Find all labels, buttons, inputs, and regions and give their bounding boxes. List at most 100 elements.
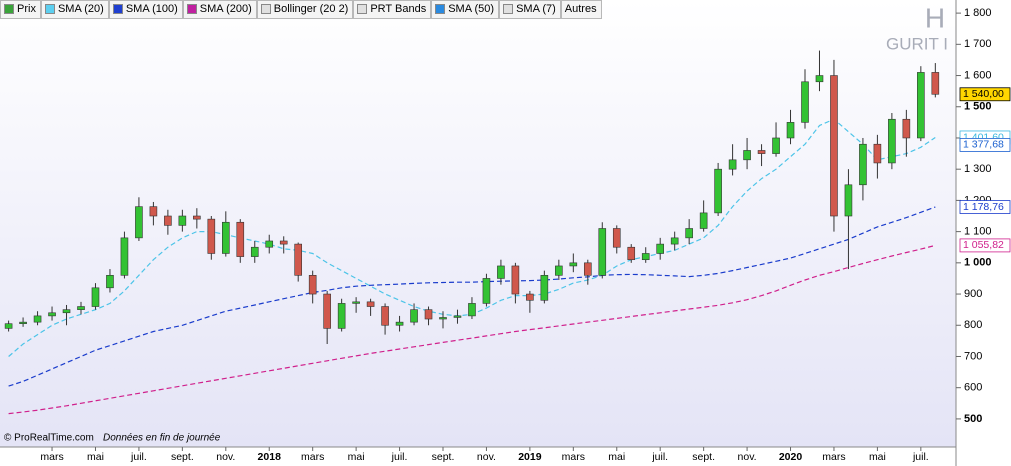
- candle-body: [337, 303, 346, 329]
- candle-body: [77, 306, 85, 310]
- candle-body: [164, 215, 172, 226]
- toolbar-swatch: [112, 4, 123, 14]
- candle-body: [62, 309, 71, 314]
- candle-body: [685, 228, 693, 239]
- x-tick-label: mai: [608, 451, 625, 463]
- x-tick-label: juil.: [912, 451, 929, 463]
- y-tick-label: 1 000: [964, 257, 992, 269]
- last-value-box: [959, 138, 1011, 152]
- candle-body: [482, 278, 491, 304]
- candle-body: [656, 243, 665, 254]
- toolbar-button[interactable]: SMA (200): [182, 0, 257, 19]
- candle-body: [772, 137, 780, 154]
- candle-body: [381, 306, 389, 326]
- footer-source: © ProRealTime.com: [4, 433, 94, 444]
- candle-body: [207, 218, 216, 254]
- toolbar-button[interactable]: SMA (7): [499, 0, 561, 19]
- candle-body: [714, 168, 722, 214]
- y-tick-label: 1 500: [964, 101, 992, 113]
- candle-body: [917, 72, 925, 139]
- toolbar-swatch: [435, 4, 446, 14]
- toolbar-button[interactable]: PRT Bands: [353, 0, 432, 19]
- candle-body: [106, 275, 114, 289]
- candle-body: [670, 237, 679, 245]
- candle-body: [4, 323, 13, 329]
- toolbar-label: Bollinger (20 2): [273, 3, 349, 15]
- x-tick-label: mai: [87, 451, 104, 463]
- candle-body: [497, 265, 505, 279]
- x-tick-label: 2019: [518, 451, 542, 463]
- candle-body: [699, 212, 708, 229]
- candle-body: [91, 287, 100, 307]
- candle-body: [598, 228, 607, 276]
- toolbar-label: SMA (20): [57, 3, 104, 15]
- y-tick-label: 1 800: [964, 7, 992, 19]
- candle-body: [366, 301, 375, 307]
- last-value-label: 1 377,68: [963, 139, 1004, 151]
- candle-body: [424, 309, 433, 320]
- candle-body: [178, 215, 187, 226]
- candle-body: [323, 293, 331, 329]
- toolbar-button[interactable]: SMA (100): [108, 0, 183, 19]
- toolbar-button[interactable]: Autres: [560, 0, 602, 19]
- candle-body: [873, 143, 882, 164]
- candle-body: [352, 301, 360, 304]
- y-tick-label: 1 700: [964, 38, 992, 50]
- toolbar-button[interactable]: SMA (20): [40, 0, 109, 19]
- toolbar: Prix SMA (20) SMA (100) SMA (200) Bollinger …: [0, 0, 602, 19]
- toolbar-label: PRT Bands: [370, 3, 427, 15]
- x-tick-label: 2020: [779, 451, 803, 463]
- toolbar-label: SMA (200): [199, 3, 252, 15]
- candle-body: [135, 206, 143, 239]
- x-tick-label: sept.: [171, 451, 194, 463]
- candle-body: [439, 317, 447, 320]
- y-tick-label: 500: [964, 413, 982, 425]
- candle-body: [743, 150, 751, 161]
- candle-body: [294, 243, 303, 276]
- candle-body: [757, 150, 766, 154]
- candle-body: [786, 122, 795, 139]
- candle-body: [410, 309, 418, 323]
- x-tick-label: nov.: [216, 451, 235, 463]
- toolbar-swatch: [260, 4, 271, 14]
- candle-body: [222, 221, 230, 254]
- candle-body: [33, 315, 42, 323]
- x-tick-label: mars: [822, 451, 845, 463]
- candle-body: [48, 312, 56, 317]
- y-tick-label: 600: [964, 382, 982, 394]
- x-tick-label: nov.: [738, 451, 757, 463]
- x-tick-label: mars: [40, 451, 63, 463]
- candle-body: [931, 72, 940, 95]
- last-value-label: 1 540,00: [963, 88, 1004, 100]
- candle-body: [583, 262, 592, 276]
- y-tick-label: 800: [964, 319, 982, 331]
- toolbar-button[interactable]: SMA (50): [431, 0, 500, 19]
- x-tick-label: sept.: [432, 451, 455, 463]
- toolbar-label: Prix: [17, 3, 36, 15]
- toolbar-button[interactable]: Prix: [0, 0, 41, 19]
- moving-average-line: [8, 244, 936, 415]
- x-tick-label: juil.: [391, 451, 408, 463]
- candle-body: [627, 246, 636, 261]
- candle-body: [526, 293, 534, 301]
- toolbar-button[interactable]: Bollinger (20 2): [256, 0, 354, 19]
- toolbar-swatch: [4, 4, 14, 14]
- candle-body: [801, 81, 809, 123]
- toolbar-swatch: [186, 4, 197, 14]
- x-tick-label: juil.: [651, 451, 668, 463]
- toolbar-swatch: [503, 4, 514, 14]
- last-value-label: 1 055,82: [963, 239, 1004, 251]
- y-tick-label: 1 300: [964, 163, 992, 175]
- x-tick-label: mai: [348, 451, 365, 463]
- x-tick-label: mars: [301, 451, 324, 463]
- x-tick-label: nov.: [477, 451, 496, 463]
- candle-body: [511, 265, 520, 295]
- candle-body: [236, 221, 245, 257]
- y-tick-label: 1 100: [964, 226, 992, 238]
- candle-body: [453, 315, 462, 318]
- candle-body: [555, 265, 563, 276]
- candle-body: [265, 240, 274, 248]
- candle-body: [859, 143, 867, 186]
